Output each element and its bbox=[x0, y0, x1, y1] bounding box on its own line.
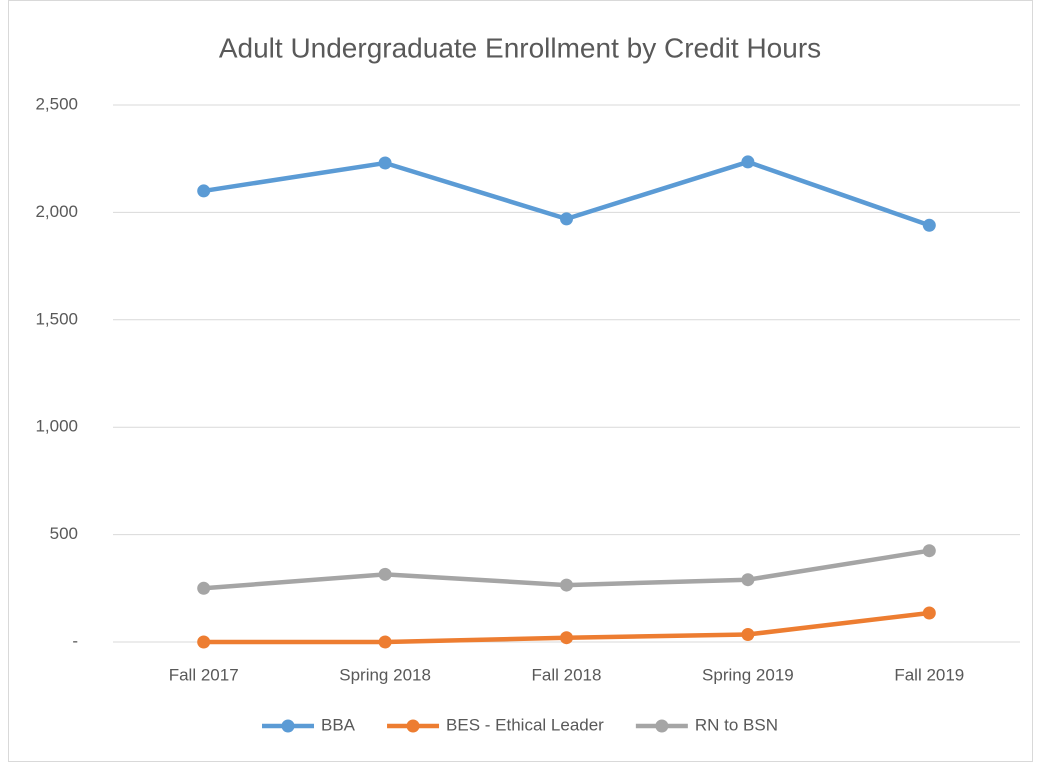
legend-marker bbox=[406, 719, 420, 733]
data-point bbox=[741, 627, 755, 641]
data-point bbox=[560, 631, 573, 645]
legend-label: BBA bbox=[321, 715, 356, 734]
data-point bbox=[560, 578, 573, 592]
y-tick-label: 2,500 bbox=[35, 94, 78, 113]
chart-frame bbox=[8, 0, 1033, 762]
x-tick-label: Fall 2018 bbox=[532, 665, 602, 684]
y-tick-label: 1,000 bbox=[35, 417, 78, 436]
data-point bbox=[560, 212, 573, 226]
data-point bbox=[378, 567, 392, 581]
legend-marker bbox=[655, 719, 669, 733]
legend-label: BES - Ethical Leader bbox=[446, 715, 604, 734]
x-tick-label: Fall 2017 bbox=[169, 665, 239, 684]
y-tick-label: 2,000 bbox=[35, 202, 78, 221]
legend-marker bbox=[281, 719, 295, 733]
legend-label: RN to BSN bbox=[695, 715, 778, 734]
data-point bbox=[197, 635, 211, 649]
data-point bbox=[197, 581, 211, 595]
chart-title: Adult Undergraduate Enrollment by Credit… bbox=[219, 32, 821, 63]
y-tick-label: - bbox=[72, 631, 78, 650]
data-point bbox=[741, 155, 755, 169]
data-point bbox=[741, 573, 755, 587]
x-tick-label: Fall 2019 bbox=[894, 665, 964, 684]
data-point bbox=[922, 544, 936, 558]
x-tick-label: Spring 2018 bbox=[339, 665, 431, 684]
y-tick-label: 1,500 bbox=[35, 309, 78, 328]
data-point bbox=[922, 218, 936, 232]
data-point bbox=[922, 606, 936, 620]
data-point bbox=[197, 184, 211, 198]
y-tick-label: 500 bbox=[50, 524, 78, 543]
data-point bbox=[378, 635, 392, 649]
x-tick-label: Spring 2019 bbox=[702, 665, 794, 684]
data-point bbox=[378, 156, 392, 170]
